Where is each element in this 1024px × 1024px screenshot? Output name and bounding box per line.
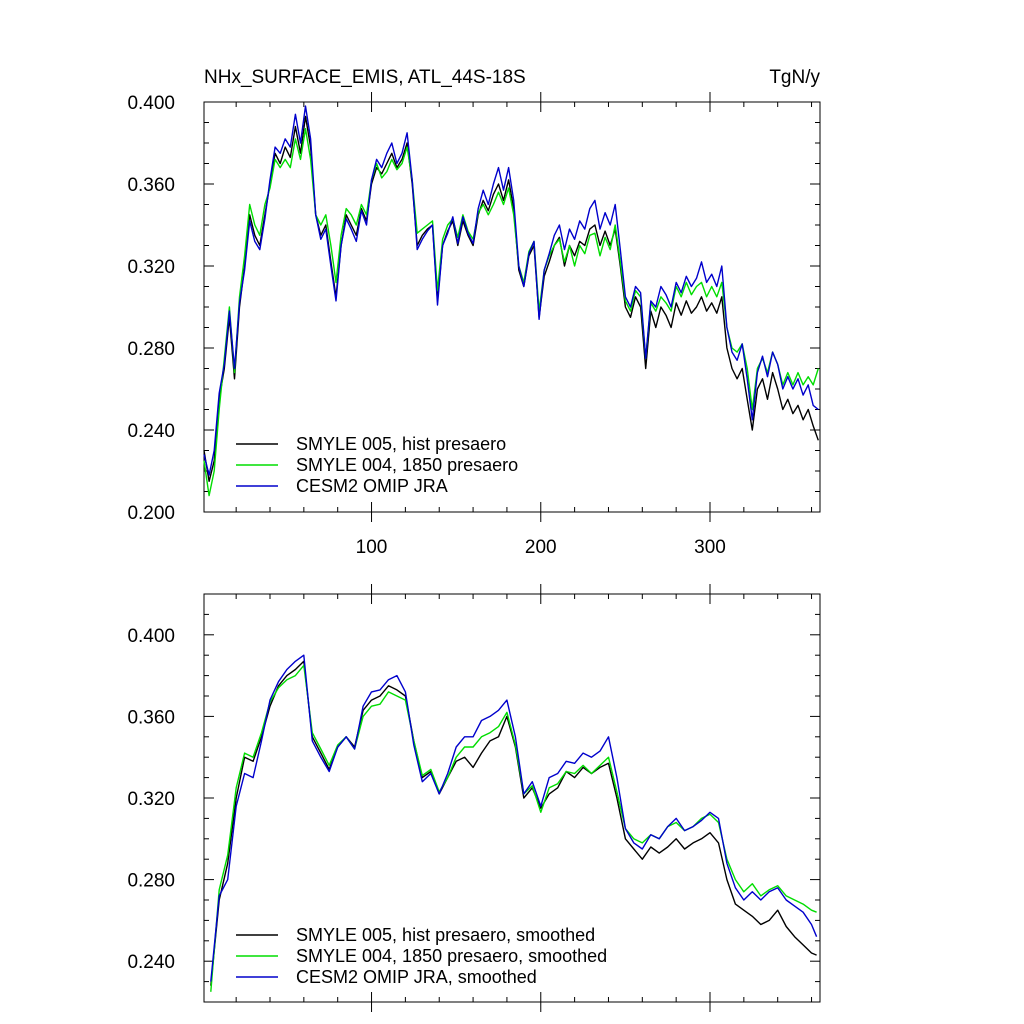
top-legend-label-3: CESM2 OMIP JRA: [296, 476, 448, 496]
top-y-tick-label: 0.280: [127, 339, 175, 360]
bottom-legend: SMYLE 005, hist presaero, smoothedSMYLE …: [236, 925, 607, 987]
units-label: TgN/y: [769, 67, 820, 88]
chart-title: NHx_SURFACE_EMIS, ATL_44S-18S: [204, 67, 526, 88]
bottom-y-tick-label: 0.280: [127, 871, 175, 892]
top-series-line-2: [203, 127, 819, 497]
top-y-tick-label: 0.200: [127, 503, 175, 524]
top-legend-label-1: SMYLE 005, hist presaero: [296, 434, 506, 454]
top-y-tick-label: 0.400: [127, 93, 175, 114]
bottom-series-lines: [210, 654, 818, 992]
top-legend-label-2: SMYLE 004, 1850 presaero: [296, 455, 518, 475]
top-series-line-3: [203, 105, 819, 476]
bottom-axis-labels: 0.240 0.280 0.320 0.360 0.400: [127, 626, 175, 973]
bottom-legend-label-2: SMYLE 004, 1850 presaero, smoothed: [296, 946, 607, 966]
top-series-lines: [203, 105, 819, 497]
top-axis-ticks: [204, 92, 820, 522]
top-y-tick-label: 0.240: [127, 421, 175, 442]
bottom-series-line-2: [210, 664, 817, 992]
top-axis-labels: 0.200 0.240 0.280 0.320 0.360 0.400 100 200 300: [127, 93, 725, 558]
top-x-tick-label: 300: [694, 537, 726, 558]
bottom-legend-label-1: SMYLE 005, hist presaero, smoothed: [296, 925, 595, 945]
bottom-y-tick-label: 0.400: [127, 626, 175, 647]
bottom-y-tick-label: 0.360: [127, 707, 175, 728]
top-y-tick-label: 0.360: [127, 175, 175, 196]
bottom-panel: 0.240 0.280 0.320 0.360 0.400 SMYLE 005, his…: [127, 584, 821, 1012]
bottom-y-tick-label: 0.240: [127, 952, 175, 973]
bottom-axis-ticks: [204, 584, 820, 1012]
top-y-tick-label: 0.320: [127, 257, 175, 278]
top-series-line-1: [203, 115, 819, 482]
bottom-y-tick-label: 0.320: [127, 789, 175, 810]
top-x-tick-label: 200: [525, 537, 557, 558]
bottom-legend-label-3: CESM2 OMIP JRA, smoothed: [296, 967, 537, 987]
top-panel: NHx_SURFACE_EMIS, ATL_44S-18S TgN/y 0.20…: [127, 67, 821, 558]
bottom-series-line-3: [210, 654, 818, 982]
top-x-tick-label: 100: [356, 537, 388, 558]
